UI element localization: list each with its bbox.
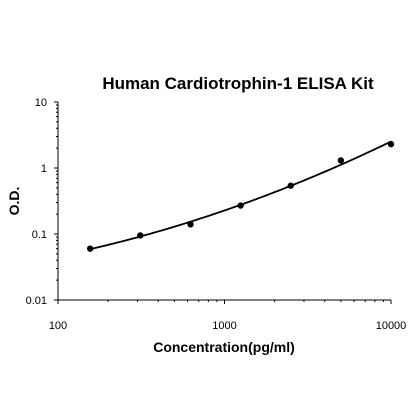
x-ticks: 100 1000 10000 [49,300,406,332]
y-axis-label: O.D. [6,187,22,216]
x-tick-label: 10000 [376,320,407,332]
x-tick-label: 100 [49,320,67,332]
data-point [387,140,395,148]
data-point [187,221,194,228]
fit-curve [89,140,392,251]
y-ticks: 0.01 0.1 1 10 [26,97,58,307]
data-point [337,157,345,164]
chart-title: Human Cardiotrophin-1 ELISA Kit [102,74,374,93]
data-point [137,232,144,239]
data-points [86,140,395,252]
y-tick-label: 1 [41,163,47,175]
data-point [287,182,294,189]
data-point [86,245,94,252]
y-tick-label: 10 [35,97,47,109]
x-tick-label: 1000 [212,320,236,332]
x-axis-label: Concentration(pg/ml) [153,339,295,355]
y-tick-label: 0.1 [32,229,47,241]
data-point [237,202,244,209]
y-tick-label: 0.01 [26,295,47,307]
